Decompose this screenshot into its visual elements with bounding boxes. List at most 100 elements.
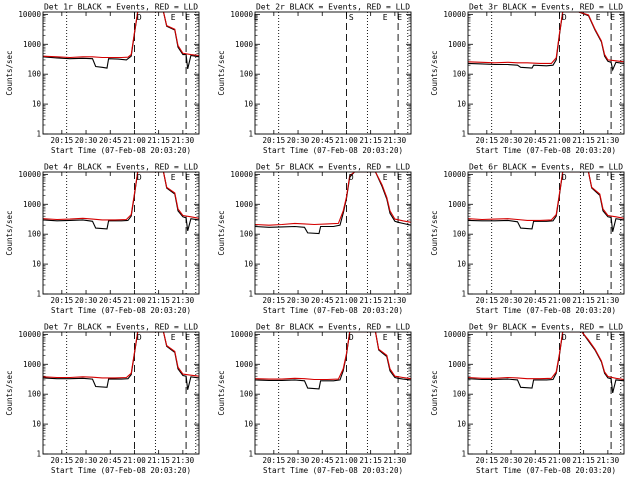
panel-det-7: Det 7r BLACK = Events, RED = LLD Counts/s… [5, 323, 200, 475]
y-tick-label: 1000 [448, 360, 467, 369]
x-tick-label: 20:45 [524, 296, 547, 305]
x-tick-label: 21:15 [359, 296, 382, 305]
y-tick-label: 10 [457, 420, 467, 429]
y-tick-label: 100 [239, 390, 253, 399]
y-tick-label: 1 [461, 450, 466, 459]
y-tick-label: 10 [32, 420, 42, 429]
y-axis-label: Counts/sec [217, 210, 226, 255]
y-tick-label: 1 [36, 290, 41, 299]
x-tick-label: 21:00 [335, 136, 358, 145]
y-tick-label: 10 [244, 420, 254, 429]
y-tick-label: 10 [32, 260, 42, 269]
y-tick-label: 10000 [230, 10, 253, 19]
y-tick-label: 10000 [18, 330, 41, 339]
x-tick-label: 21:30 [172, 296, 195, 305]
y-tick-label: 1000 [235, 360, 254, 369]
y-tick-label: 1 [461, 130, 466, 139]
x-tick-label: 20:15 [263, 456, 286, 465]
y-tick-label: 1 [36, 130, 41, 139]
x-tick-label: 20:45 [311, 296, 334, 305]
x-tick-label: 21:00 [123, 136, 146, 145]
y-tick-label: 1000 [23, 360, 42, 369]
y-tick-label: 10 [244, 100, 254, 109]
x-tick-label: 21:15 [572, 136, 595, 145]
x-tick-label: 21:15 [147, 136, 170, 145]
x-tick-label: 21:00 [548, 136, 571, 145]
event-marker-label: E [596, 173, 601, 182]
panel-det-2: Det 2r BLACK = Events, RED = LLD Counts/s… [217, 3, 412, 155]
event-marker-label: E [383, 173, 388, 182]
event-marker-label: D [562, 173, 567, 182]
panel-det-6: Det 6r BLACK = Events, RED = LLD Counts/s… [430, 163, 625, 315]
y-tick-label: 10 [457, 100, 467, 109]
x-axis-label: Start Time (07-Feb-08 20:03:20) [263, 146, 403, 155]
y-tick-label: 10000 [443, 330, 466, 339]
event-marker-label: D [137, 333, 142, 342]
event-marker-label: E [171, 333, 176, 342]
plot-frame [42, 171, 200, 295]
x-tick-label: 21:15 [359, 456, 382, 465]
event-marker-label: E [185, 173, 190, 182]
panel-title: Det 1r BLACK = Events, RED = LLD [44, 3, 198, 12]
series-line-events [468, 172, 624, 232]
event-marker-label: E [596, 13, 601, 22]
x-tick-label: 21:00 [548, 456, 571, 465]
y-axis-label: Counts/sec [5, 210, 14, 255]
x-tick-label: 20:15 [51, 296, 74, 305]
x-tick-label: 21:30 [597, 296, 620, 305]
y-tick-label: 1 [248, 130, 253, 139]
series-line-lld [43, 332, 199, 379]
x-tick-label: 20:15 [51, 136, 74, 145]
x-tick-label: 20:30 [500, 136, 523, 145]
x-tick-label: 20:30 [500, 296, 523, 305]
series-line-events [43, 172, 199, 231]
y-axis-label: Counts/sec [430, 370, 439, 415]
x-tick-label: 21:15 [147, 456, 170, 465]
event-marker-label: D [349, 333, 354, 342]
y-tick-label: 1 [36, 450, 41, 459]
y-tick-label: 1 [461, 290, 466, 299]
x-tick-label: 21:15 [572, 296, 595, 305]
x-tick-label: 20:15 [51, 456, 74, 465]
panel-title: Det 2r BLACK = Events, RED = LLD [256, 3, 410, 12]
event-marker-label: S [349, 13, 354, 22]
x-tick-label: 21:00 [123, 456, 146, 465]
x-axis-label: Start Time (07-Feb-08 20:03:20) [51, 306, 191, 315]
x-tick-label: 20:45 [524, 136, 547, 145]
plot-frame [254, 171, 412, 295]
y-tick-label: 100 [27, 70, 41, 79]
y-axis-label: Counts/sec [430, 210, 439, 255]
y-tick-label: 100 [239, 70, 253, 79]
x-axis-label: Start Time (07-Feb-08 20:03:20) [476, 466, 616, 475]
x-axis-label: Start Time (07-Feb-08 20:03:20) [51, 146, 191, 155]
event-marker-label: E [610, 173, 615, 182]
y-tick-label: 1000 [23, 40, 42, 49]
panel-det-4: Det 4r BLACK = Events, RED = LLD Counts/s… [5, 163, 200, 315]
y-axis-label: Counts/sec [5, 370, 14, 415]
y-tick-label: 10000 [230, 330, 253, 339]
series-line-lld [468, 12, 624, 64]
x-tick-label: 20:15 [263, 296, 286, 305]
panel-title: Det 6r BLACK = Events, RED = LLD [469, 163, 623, 172]
x-tick-label: 21:30 [172, 136, 195, 145]
x-tick-label: 21:30 [384, 456, 407, 465]
panel-title: Det 7r BLACK = Events, RED = LLD [44, 323, 198, 332]
x-tick-label: 21:00 [548, 296, 571, 305]
y-tick-label: 10 [32, 100, 42, 109]
y-tick-label: 1000 [235, 40, 254, 49]
plot-frame [467, 171, 625, 295]
y-tick-label: 100 [27, 230, 41, 239]
panel-det-1: Det 1r BLACK = Events, RED = LLD Counts/s… [5, 3, 200, 155]
event-marker-label: E [185, 13, 190, 22]
plot-frame [467, 11, 625, 135]
event-marker-label: D [137, 173, 142, 182]
y-tick-label: 1 [248, 450, 253, 459]
event-marker-label: D [349, 173, 354, 182]
x-tick-label: 21:15 [572, 456, 595, 465]
series-line-lld [468, 172, 624, 221]
plot-frame [42, 11, 200, 135]
y-tick-label: 10 [457, 260, 467, 269]
y-tick-label: 10000 [230, 170, 253, 179]
event-marker-label: E [383, 333, 388, 342]
y-axis-label: Counts/sec [217, 50, 226, 95]
